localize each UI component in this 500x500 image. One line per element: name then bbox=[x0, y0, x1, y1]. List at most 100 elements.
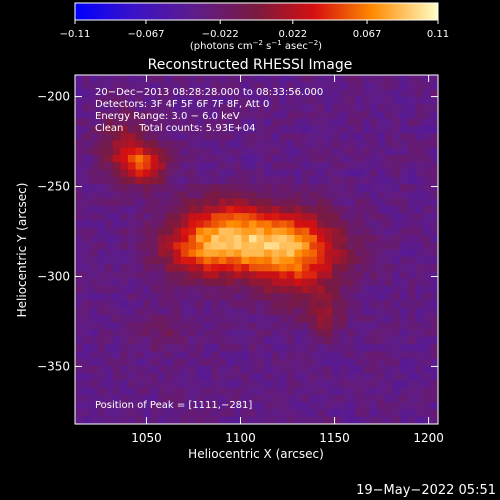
heatmap-cell bbox=[120, 344, 129, 352]
heatmap-cell bbox=[392, 191, 401, 200]
heatmap-cell bbox=[143, 307, 152, 316]
heatmap-cell bbox=[422, 104, 432, 112]
heatmap-cell bbox=[256, 220, 265, 229]
heatmap-cell bbox=[211, 256, 220, 265]
heatmap-cell bbox=[180, 394, 190, 403]
heatmap-cell bbox=[324, 162, 333, 171]
heatmap-cell bbox=[127, 278, 137, 287]
heatmap-cell bbox=[75, 198, 84, 207]
heatmap-cell bbox=[271, 169, 280, 178]
heatmap-cell bbox=[354, 198, 363, 207]
heatmap-cell bbox=[90, 198, 99, 207]
heatmap-cell bbox=[415, 82, 424, 91]
heatmap-cell bbox=[150, 176, 159, 185]
heatmap-cell bbox=[286, 394, 295, 403]
heatmap-cell bbox=[188, 147, 197, 156]
heatmap-cell bbox=[377, 213, 386, 222]
heatmap-cell bbox=[392, 220, 401, 229]
heatmap-cell bbox=[165, 133, 174, 142]
heatmap-cell bbox=[120, 293, 129, 301]
heatmap-cell bbox=[377, 133, 386, 142]
heatmap-cell bbox=[127, 314, 137, 323]
heatmap-cell bbox=[105, 234, 114, 243]
heatmap-cell bbox=[324, 198, 333, 207]
heatmap-cell bbox=[279, 344, 288, 352]
heatmap-cell bbox=[392, 75, 401, 83]
heatmap-cell bbox=[369, 111, 379, 120]
heatmap-cell bbox=[90, 82, 99, 91]
heatmap-cell bbox=[203, 256, 212, 265]
heatmap-cell bbox=[362, 220, 371, 229]
heatmap-cell bbox=[112, 300, 121, 309]
heatmap-cell bbox=[188, 380, 197, 389]
heatmap-cell bbox=[286, 111, 295, 120]
heatmap-cell bbox=[377, 205, 386, 214]
heatmap-cell bbox=[377, 198, 386, 207]
heatmap-cell bbox=[120, 387, 129, 396]
heatmap-cell bbox=[218, 285, 227, 294]
heatmap-cell bbox=[75, 373, 84, 381]
heatmap-cell bbox=[422, 111, 432, 120]
heatmap-cell bbox=[339, 271, 348, 280]
heatmap-cell bbox=[354, 96, 363, 105]
heatmap-cell bbox=[294, 271, 303, 280]
heatmap-cell bbox=[135, 82, 144, 91]
heatmap-cell bbox=[211, 373, 220, 381]
heatmap-cell bbox=[377, 314, 386, 323]
heatmap-cell bbox=[127, 256, 137, 265]
heatmap-cell bbox=[400, 387, 409, 396]
heatmap-cell bbox=[324, 373, 333, 381]
heatmap-cell bbox=[127, 89, 137, 98]
heatmap-cell bbox=[165, 278, 174, 287]
heatmap-cell bbox=[286, 344, 295, 352]
heatmap-cell bbox=[407, 329, 416, 338]
heatmap-cell bbox=[203, 336, 212, 345]
heatmap-cell bbox=[105, 227, 114, 236]
heatmap-cell bbox=[332, 154, 341, 163]
heatmap-cell bbox=[256, 271, 265, 280]
heatmap-cell bbox=[120, 285, 129, 294]
heatmap-cell bbox=[369, 191, 379, 200]
heatmap-cell bbox=[286, 75, 295, 83]
heatmap-cell bbox=[218, 256, 227, 265]
heatmap-cell bbox=[369, 89, 379, 98]
heatmap-cell bbox=[286, 89, 295, 98]
heatmap-cell bbox=[196, 191, 205, 200]
heatmap-cell bbox=[415, 358, 424, 367]
heatmap-cell bbox=[264, 242, 273, 251]
heatmap-cell bbox=[75, 234, 84, 243]
heatmap-cell bbox=[369, 300, 379, 309]
heatmap-cell bbox=[400, 96, 409, 105]
heatmap-cell bbox=[105, 307, 114, 316]
heatmap-cell bbox=[248, 242, 258, 251]
heatmap-cell bbox=[173, 264, 182, 272]
heatmap-cell bbox=[332, 293, 341, 301]
heatmap-cell bbox=[362, 242, 371, 251]
heatmap-cell bbox=[332, 256, 341, 265]
heatmap-cell bbox=[105, 416, 114, 425]
heatmap-cell bbox=[105, 365, 114, 374]
heatmap-cell bbox=[400, 176, 409, 185]
heatmap-cell bbox=[422, 344, 432, 352]
heatmap-cell bbox=[248, 373, 258, 381]
heatmap-cell bbox=[279, 242, 288, 251]
heatmap-cell bbox=[120, 322, 129, 331]
heatmap-cell bbox=[332, 198, 341, 207]
heatmap-cell bbox=[105, 249, 114, 258]
heatmap-cell bbox=[90, 89, 99, 98]
heatmap-cell bbox=[226, 133, 235, 142]
colorbar bbox=[74, 2, 439, 21]
heatmap-cell bbox=[127, 271, 137, 280]
heatmap-cell bbox=[317, 191, 326, 200]
heatmap-cell bbox=[271, 373, 280, 381]
heatmap-cell bbox=[203, 89, 212, 98]
heatmap-cell bbox=[430, 82, 439, 91]
heatmap-cell bbox=[294, 264, 303, 272]
heatmap-cell bbox=[248, 75, 258, 83]
heatmap-cell bbox=[248, 394, 258, 403]
heatmap-cell bbox=[407, 205, 416, 214]
heatmap-cell bbox=[309, 198, 318, 207]
heatmap-cell bbox=[407, 82, 416, 91]
heatmap-cell bbox=[422, 380, 432, 389]
heatmap-cell bbox=[309, 351, 318, 360]
